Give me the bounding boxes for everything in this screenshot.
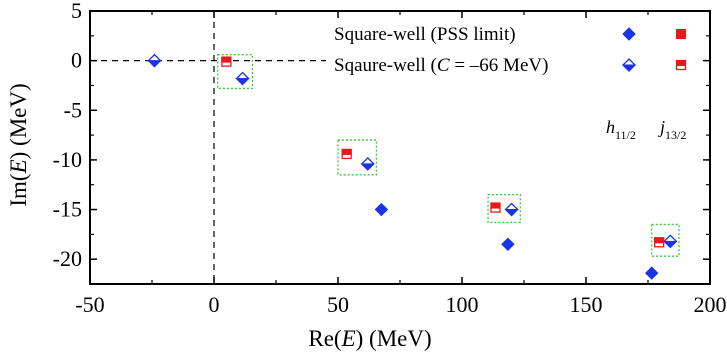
x-tick-label: 100 xyxy=(446,292,479,317)
x-tick-label: 50 xyxy=(327,292,349,317)
legend-marker-h11-c66 xyxy=(621,58,637,72)
data-point-j13-c66 xyxy=(654,237,665,248)
legend-marker-j13-c66 xyxy=(675,59,687,71)
data-point-h11-pss xyxy=(645,266,659,280)
legend-marker-h11-pss xyxy=(622,27,636,41)
wave-label: h11/2 xyxy=(606,117,636,142)
data-point-h11-c66 xyxy=(235,71,250,86)
highlight-box xyxy=(651,223,680,257)
legend-entry-pss: Square-well (PSS limit) xyxy=(334,24,516,45)
data-markers xyxy=(147,53,678,280)
data-point-h11-c66 xyxy=(663,234,678,249)
axis-ticks xyxy=(89,10,711,285)
x-tick-label: 0 xyxy=(209,292,220,317)
data-point-j13-c66 xyxy=(341,148,352,160)
y-tick-label: -20 xyxy=(53,246,82,271)
y-tick-label: 0 xyxy=(71,48,82,73)
data-point-h11-c66 xyxy=(360,156,375,171)
y-tick-label: -10 xyxy=(53,147,82,172)
x-tick-label: 150 xyxy=(570,292,603,317)
highlight-box xyxy=(217,54,254,90)
data-point-j13-c66 xyxy=(490,202,501,213)
x-axis-title: Re(E) (MeV) xyxy=(308,326,431,351)
y-tick-label: -15 xyxy=(53,197,82,222)
data-point-h11-pss xyxy=(374,202,389,217)
data-point-j13-c66 xyxy=(221,56,232,67)
legend: Square-well (PSS limit) Sqaure-well (C =… xyxy=(334,24,687,76)
x-tick-label: 200 xyxy=(694,292,727,317)
y-axis-title: Im(E) (MeV) xyxy=(6,83,31,206)
y-tick-label: -5 xyxy=(64,97,82,122)
data-point-h11-pss xyxy=(501,237,515,251)
legend-entry-c66: Sqaure-well (C = –66 MeV) xyxy=(334,55,548,76)
highlight-boxes xyxy=(217,54,680,257)
y-tick-label: 5 xyxy=(71,0,82,23)
reference-lines xyxy=(90,11,326,284)
legend-marker-j13-pss xyxy=(676,29,686,39)
wave-labels: h11/2 j13/2 xyxy=(606,117,686,142)
wave-label: j13/2 xyxy=(658,117,686,142)
legend-markers xyxy=(621,27,687,72)
highlight-box xyxy=(487,194,521,224)
plot-frame xyxy=(89,10,711,285)
x-tick-label: -50 xyxy=(75,292,104,317)
data-point-h11-c66 xyxy=(147,53,162,68)
highlight-box xyxy=(337,139,378,176)
data-point-h11-c66 xyxy=(504,202,519,217)
